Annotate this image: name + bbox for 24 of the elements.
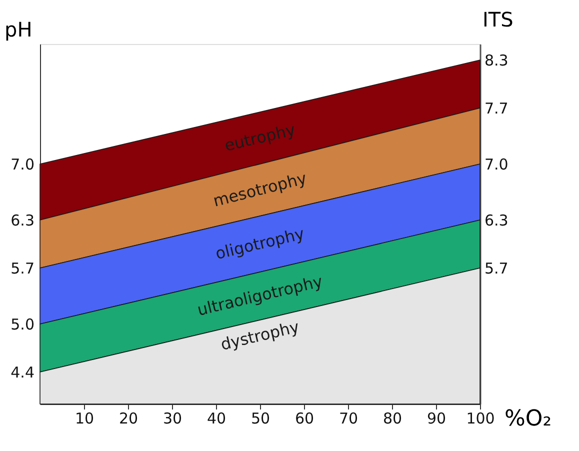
x-tick-label: 90 (426, 410, 446, 428)
x-tick-label: 20 (118, 410, 138, 428)
y-tick-label: 5.0 (10, 316, 34, 334)
x-tick-label: 60 (294, 410, 314, 428)
x-tick-label: 40 (206, 410, 226, 428)
y2-tick-label: 7.7 (484, 100, 508, 118)
y-tick-label: 4.4 (10, 364, 34, 382)
series-label: eutrophy (222, 120, 298, 156)
y2-tick-label: 6.3 (484, 212, 508, 230)
x-tick-label: 100 (466, 410, 495, 428)
x-tick-label: 80 (382, 410, 402, 428)
x-tick-label: 50 (250, 410, 270, 428)
y2-tick-label: 7.0 (484, 156, 508, 174)
y2-tick-label: 8.3 (484, 52, 508, 70)
x-tick-label: 70 (338, 410, 358, 428)
y-tick-label: 7.0 (10, 156, 34, 174)
y-axis-title: pH (4, 18, 32, 42)
x-tick-label: 30 (162, 410, 182, 428)
x-tick-label: 10 (74, 410, 94, 428)
x-axis-title: %O₂ (504, 406, 552, 432)
y-tick-label: 5.7 (10, 260, 34, 278)
y-tick-label: 6.3 (10, 212, 34, 230)
y2-axis-title: ITS (482, 8, 514, 32)
y2-tick-label: 5.7 (484, 260, 508, 278)
